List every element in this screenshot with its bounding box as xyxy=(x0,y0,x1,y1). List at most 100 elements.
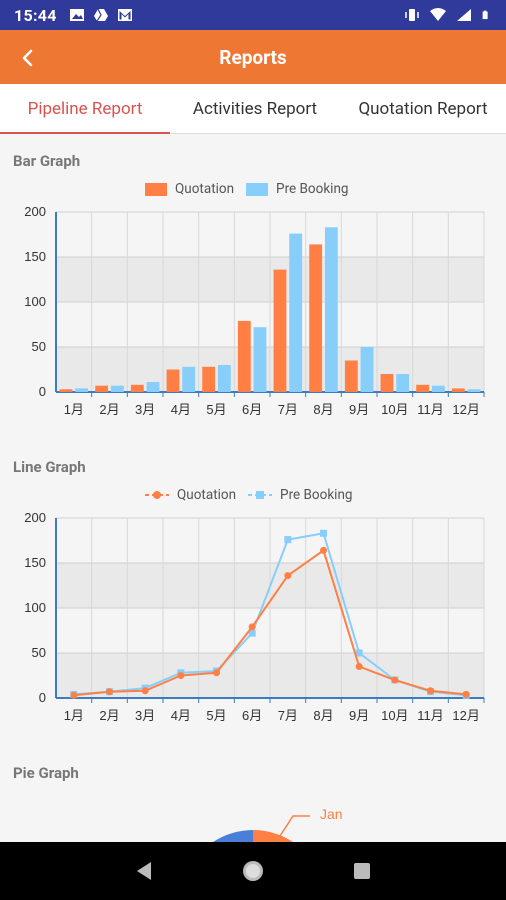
legend-marker-pre-booking xyxy=(248,491,273,499)
pie-graph-title: Pie Graph xyxy=(13,764,79,782)
pie-label-line xyxy=(279,815,310,837)
line-x-tick-label: 5月 xyxy=(206,708,226,723)
bar-chart: 0 50 100 150 200 1月 2月 3月 4月 5月 6月 7月 8月 9月 10月 11月 12月 xyxy=(24,204,485,417)
vibrate-icon xyxy=(405,9,419,21)
bar-quotation xyxy=(202,366,216,392)
line-chart: 0 50 100 150 200 1月 2月 3月 4月 5月 6月 7月 8月 9月 10月 11月 12月 xyxy=(24,510,485,723)
line-point-pre-booking xyxy=(355,649,363,657)
legend-swatch-pre-booking xyxy=(246,182,269,196)
gmail-icon xyxy=(117,9,132,21)
pie-slice-dec xyxy=(213,830,253,842)
battery-icon xyxy=(482,10,488,20)
status-time: 15:44 xyxy=(14,5,57,25)
legend-label-pre-booking-line: Pre Booking xyxy=(280,487,353,503)
bar-pre-booking xyxy=(182,366,196,392)
line-point-quotation xyxy=(177,672,185,679)
nav-home-button[interactable] xyxy=(238,856,268,886)
line-point-quotation xyxy=(213,669,220,677)
square-recents-icon xyxy=(353,863,370,879)
bar-quotation xyxy=(451,388,465,392)
line-y-tick-label: 0 xyxy=(39,690,46,705)
legend-pre-booking-line: Pre Booking xyxy=(248,487,353,503)
line-x-tick-label: 12月 xyxy=(452,708,479,723)
pie-label-jan: Jan xyxy=(320,806,343,822)
legend-marker-quotation xyxy=(145,491,169,499)
page-title: Reports xyxy=(219,45,287,69)
bar-y-tick-label: 150 xyxy=(24,249,46,264)
legend-pre-booking: Pre Booking xyxy=(246,181,349,197)
line-point-quotation xyxy=(391,676,399,684)
line-point-quotation xyxy=(70,691,78,699)
bar-x-tick-label: 1月 xyxy=(64,402,84,417)
nav-back-button[interactable] xyxy=(129,856,159,886)
nav-recents-button[interactable] xyxy=(347,856,377,886)
back-button[interactable] xyxy=(14,44,42,72)
line-x-tick-label: 11月 xyxy=(417,708,444,723)
bar-x-tick-label: 11月 xyxy=(417,402,444,417)
signal-icon xyxy=(457,9,471,21)
system-navigation-bar xyxy=(0,842,506,900)
line-point-quotation xyxy=(355,663,363,670)
image-icon xyxy=(69,9,84,21)
bar-x-tick-label: 10月 xyxy=(381,402,408,417)
bar-x-tick-label: 8月 xyxy=(313,402,333,417)
bar-pre-booking xyxy=(217,365,231,392)
line-legend: Quotation Pre Booking xyxy=(145,487,353,503)
tab-activities-report[interactable]: Activities Report xyxy=(192,98,318,119)
bar-quotation xyxy=(166,369,180,392)
report-content[interactable]: Bar Graph Quotation Pre Booking 0 50 100 15… xyxy=(0,134,506,842)
bar-x-tick-label: 6月 xyxy=(242,402,262,417)
bar-pre-booking xyxy=(360,347,374,392)
line-y-tick-label: 100 xyxy=(24,600,46,615)
bar-pre-booking xyxy=(110,385,124,392)
bar-x-tick-label: 12月 xyxy=(452,402,479,417)
bar-pre-booking xyxy=(289,233,303,392)
legend-quotation: Quotation xyxy=(145,181,234,197)
line-y-tick-label: 150 xyxy=(24,555,46,570)
report-tabs: Pipeline Report Activities Report Quotat… xyxy=(0,84,506,134)
bar-pre-booking xyxy=(146,382,160,392)
triangle-back-icon xyxy=(137,862,152,880)
bar-y-tick-label: 200 xyxy=(24,204,46,219)
bar-quotation xyxy=(95,385,109,392)
line-point-quotation xyxy=(427,687,434,695)
bar-x-tick-label: 7月 xyxy=(278,402,298,417)
bar-graph-title: Bar Graph xyxy=(13,152,81,170)
bar-pre-booking xyxy=(324,227,338,392)
bar-x-tick-label: 3月 xyxy=(135,402,155,417)
line-point-quotation xyxy=(141,687,149,695)
line-x-tick-label: 4月 xyxy=(171,708,191,723)
bar-quotation xyxy=(344,360,358,392)
line-x-tick-label: 1月 xyxy=(64,708,84,723)
line-x-tick-label: 9月 xyxy=(349,708,369,723)
line-y-tick-label: 200 xyxy=(24,510,46,525)
legend-label-quotation: Quotation xyxy=(175,181,235,197)
bar-x-tick-label: 9月 xyxy=(349,402,369,417)
bar-pre-booking xyxy=(431,385,445,392)
bar-pre-booking xyxy=(467,389,481,392)
legend-swatch-quotation xyxy=(145,182,167,196)
line-point-quotation xyxy=(462,690,470,698)
bar-pre-booking xyxy=(253,327,267,392)
line-point-quotation xyxy=(320,546,327,554)
bar-quotation xyxy=(380,374,394,392)
tab-pipeline-report[interactable]: Pipeline Report xyxy=(0,84,170,134)
line-x-tick-label: 8月 xyxy=(313,708,333,723)
legend-quotation-line: Quotation xyxy=(145,487,236,503)
line-point-quotation xyxy=(248,623,256,631)
tab-quotation-report[interactable]: Quotation Report xyxy=(358,98,488,119)
pie-chart: Jan xyxy=(213,806,343,842)
legend-label-quotation-line: Quotation xyxy=(177,487,237,503)
system-icons xyxy=(404,8,492,22)
line-point-pre-booking xyxy=(248,629,256,637)
bar-y-tick-label: 50 xyxy=(32,339,46,354)
line-x-tick-label: 6月 xyxy=(242,708,262,723)
line-point-pre-booking xyxy=(320,529,327,537)
line-x-tick-label: 3月 xyxy=(135,708,155,723)
line-x-tick-label: 10月 xyxy=(381,708,408,723)
wifi-icon xyxy=(430,8,446,21)
bar-x-tick-label: 2月 xyxy=(99,402,119,417)
legend-label-pre-booking: Pre Booking xyxy=(276,181,349,197)
bar-quotation xyxy=(416,384,430,392)
line-point-quotation xyxy=(284,572,292,580)
